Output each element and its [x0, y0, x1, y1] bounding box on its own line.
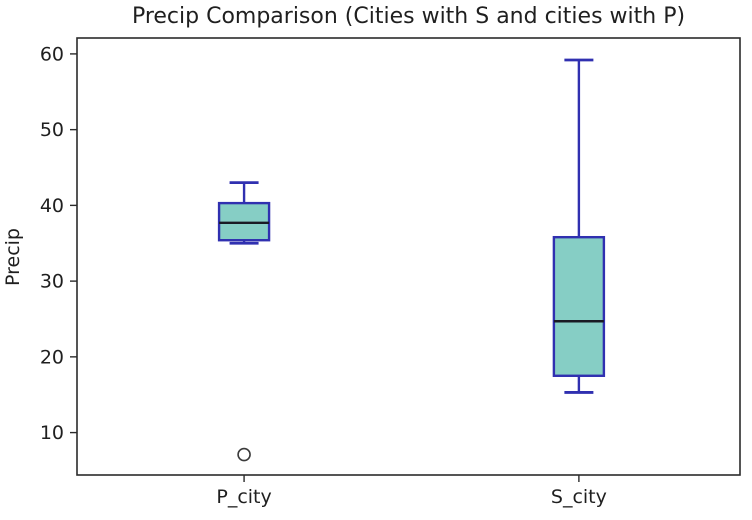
box-s_city [552, 235, 606, 377]
chart-title: Precip Comparison (Cities with S and cit… [131, 4, 686, 29]
y-tick-label: 50 [40, 119, 64, 141]
y-tick-label: 40 [40, 195, 64, 217]
y-tick-label: 60 [40, 43, 64, 65]
y-tick-label: 30 [40, 271, 64, 293]
plot-frame [76, 37, 741, 476]
x-tick-label: P_city [216, 486, 271, 508]
y-tick-label: 10 [40, 422, 64, 444]
outlier-marker [237, 447, 251, 462]
x-tick-label: S_city [551, 486, 607, 508]
y-tick-label: 20 [40, 346, 64, 368]
